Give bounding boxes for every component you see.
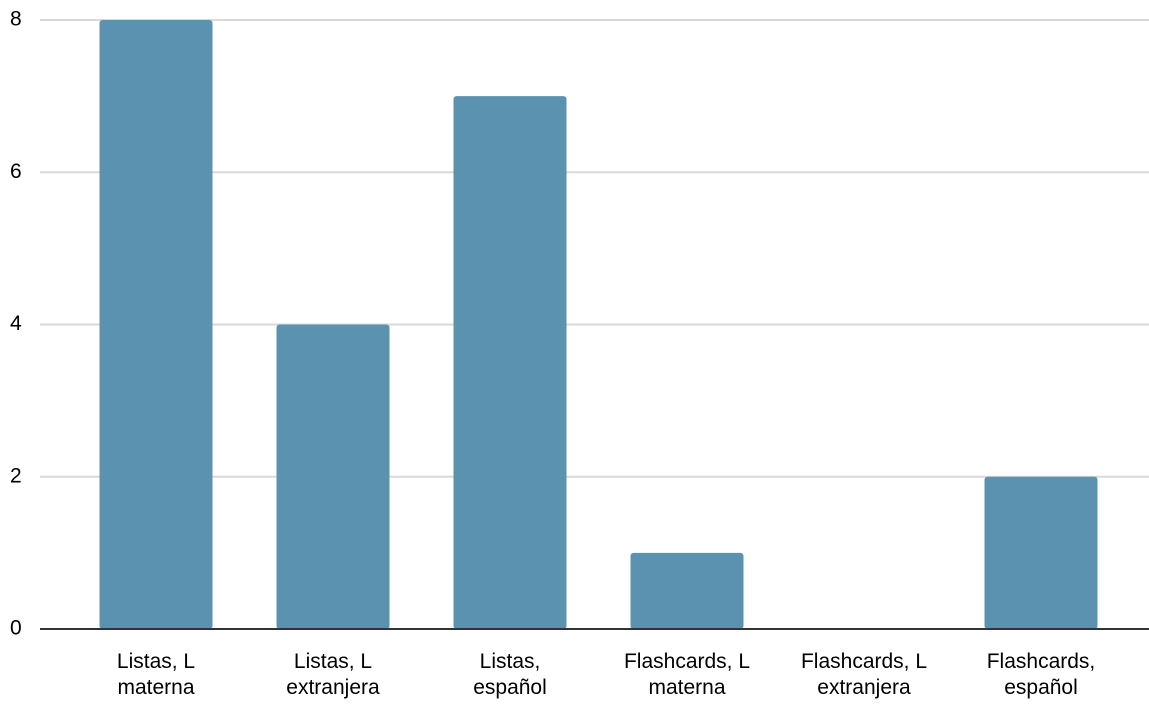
- y-tick-label: 2: [10, 464, 22, 487]
- x-category-label: materna: [117, 676, 194, 699]
- bars: [99, 20, 1098, 629]
- bar: [984, 476, 1098, 629]
- x-category-label: extranjera: [817, 676, 911, 699]
- x-category-label: español: [1004, 676, 1078, 699]
- y-tick-label: 0: [10, 617, 22, 640]
- x-category-label: extranjera: [286, 676, 380, 699]
- bar: [453, 96, 567, 629]
- x-category-label: Flashcards, L: [801, 650, 927, 673]
- x-category-label: Flashcards, L: [624, 650, 750, 673]
- y-tick-labels: 0 2 4 6 8: [10, 8, 22, 640]
- bar: [630, 552, 744, 629]
- y-tick-label: 4: [10, 312, 22, 335]
- x-category-label: Flashcards,: [987, 650, 1096, 673]
- y-tick-label: 6: [10, 160, 22, 183]
- x-category-label: materna: [648, 676, 725, 699]
- x-category-labels: Listas, L materna Listas, L extranjera Lista…: [117, 650, 1095, 699]
- x-category-label: español: [473, 676, 547, 699]
- gridlines: [40, 19, 1149, 478]
- x-category-label: Listas, L: [294, 650, 372, 673]
- bar: [276, 324, 390, 629]
- y-tick-label: 8: [10, 8, 22, 31]
- x-category-label: Listas,: [480, 650, 541, 673]
- bar: [99, 20, 213, 629]
- x-category-label: Listas, L: [117, 650, 195, 673]
